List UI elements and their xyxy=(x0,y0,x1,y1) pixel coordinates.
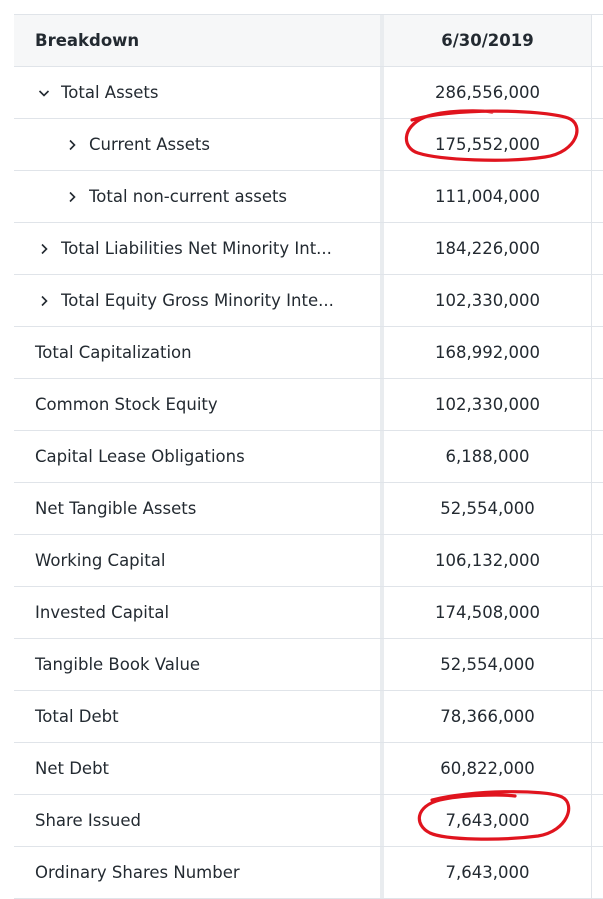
row-value: 106,132,000 xyxy=(380,535,591,586)
table-row: Working Capital 106,132,000 xyxy=(14,535,603,587)
table-row: Net Tangible Assets 52,554,000 xyxy=(14,483,603,535)
date-column-header: 6/30/2019 xyxy=(380,15,591,66)
row-label: Common Stock Equity xyxy=(14,379,380,430)
row-label: Total Equity Gross Minority Inte... xyxy=(61,291,334,310)
table-row: Net Debt 60,822,000 xyxy=(14,743,603,795)
row-label: Tangible Book Value xyxy=(14,639,380,690)
row-value: 102,330,000 xyxy=(380,379,591,430)
row-value: 184,226,000 xyxy=(380,223,591,274)
column-edge xyxy=(591,15,603,66)
row-value: 286,556,000 xyxy=(380,67,591,118)
table-row-total-liabilities[interactable]: Total Liabilities Net Minority Int... 18… xyxy=(14,223,603,275)
row-value: 168,992,000 xyxy=(380,327,591,378)
table-row: Tangible Book Value 52,554,000 xyxy=(14,639,603,691)
row-value: 6,188,000 xyxy=(380,431,591,482)
row-label: Net Tangible Assets xyxy=(14,483,380,534)
row-label: Current Assets xyxy=(89,135,210,154)
chevron-right-icon[interactable] xyxy=(35,292,53,310)
row-value: 175,552,000 xyxy=(380,119,591,170)
row-label: Total Liabilities Net Minority Int... xyxy=(61,239,332,258)
table-row: Common Stock Equity 102,330,000 xyxy=(14,379,603,431)
table-row: Ordinary Shares Number 7,643,000 xyxy=(14,847,603,899)
table-row-total-equity[interactable]: Total Equity Gross Minority Inte... 102,… xyxy=(14,275,603,327)
table-row-total-non-current-assets[interactable]: Total non-current assets 111,004,000 xyxy=(14,171,603,223)
row-label: Total Debt xyxy=(14,691,380,742)
table-row-total-assets[interactable]: Total Assets 286,556,000 xyxy=(14,67,603,119)
row-value: 111,004,000 xyxy=(380,171,591,222)
row-label: Total non-current assets xyxy=(89,187,288,206)
row-label: Total Assets xyxy=(61,83,159,102)
row-value: 174,508,000 xyxy=(380,587,591,638)
balance-sheet-table: Breakdown 6/30/2019 Total Assets 286,556… xyxy=(14,14,603,899)
table-row: Share Issued 7,643,000 xyxy=(14,795,603,847)
table-row-current-assets[interactable]: Current Assets 175,552,000 xyxy=(14,119,603,171)
row-value: 52,554,000 xyxy=(380,639,591,690)
table-row: Total Capitalization 168,992,000 xyxy=(14,327,603,379)
row-value: 78,366,000 xyxy=(380,691,591,742)
row-value: 52,554,000 xyxy=(380,483,591,534)
row-value: 102,330,000 xyxy=(380,275,591,326)
row-value: 7,643,000 xyxy=(380,795,591,846)
table-row: Capital Lease Obligations 6,188,000 xyxy=(14,431,603,483)
row-label: Total Capitalization xyxy=(14,327,380,378)
table-header-row: Breakdown 6/30/2019 xyxy=(14,15,603,67)
row-label: Share Issued xyxy=(14,795,380,846)
chevron-right-icon[interactable] xyxy=(63,136,81,154)
table-row: Total Debt 78,366,000 xyxy=(14,691,603,743)
chevron-right-icon[interactable] xyxy=(63,188,81,206)
row-label: Invested Capital xyxy=(14,587,380,638)
chevron-down-icon[interactable] xyxy=(35,84,53,102)
row-label: Working Capital xyxy=(14,535,380,586)
row-value: 60,822,000 xyxy=(380,743,591,794)
breakdown-header: Breakdown xyxy=(14,15,380,66)
chevron-right-icon[interactable] xyxy=(35,240,53,258)
row-label: Net Debt xyxy=(14,743,380,794)
table-row: Invested Capital 174,508,000 xyxy=(14,587,603,639)
row-label: Capital Lease Obligations xyxy=(14,431,380,482)
